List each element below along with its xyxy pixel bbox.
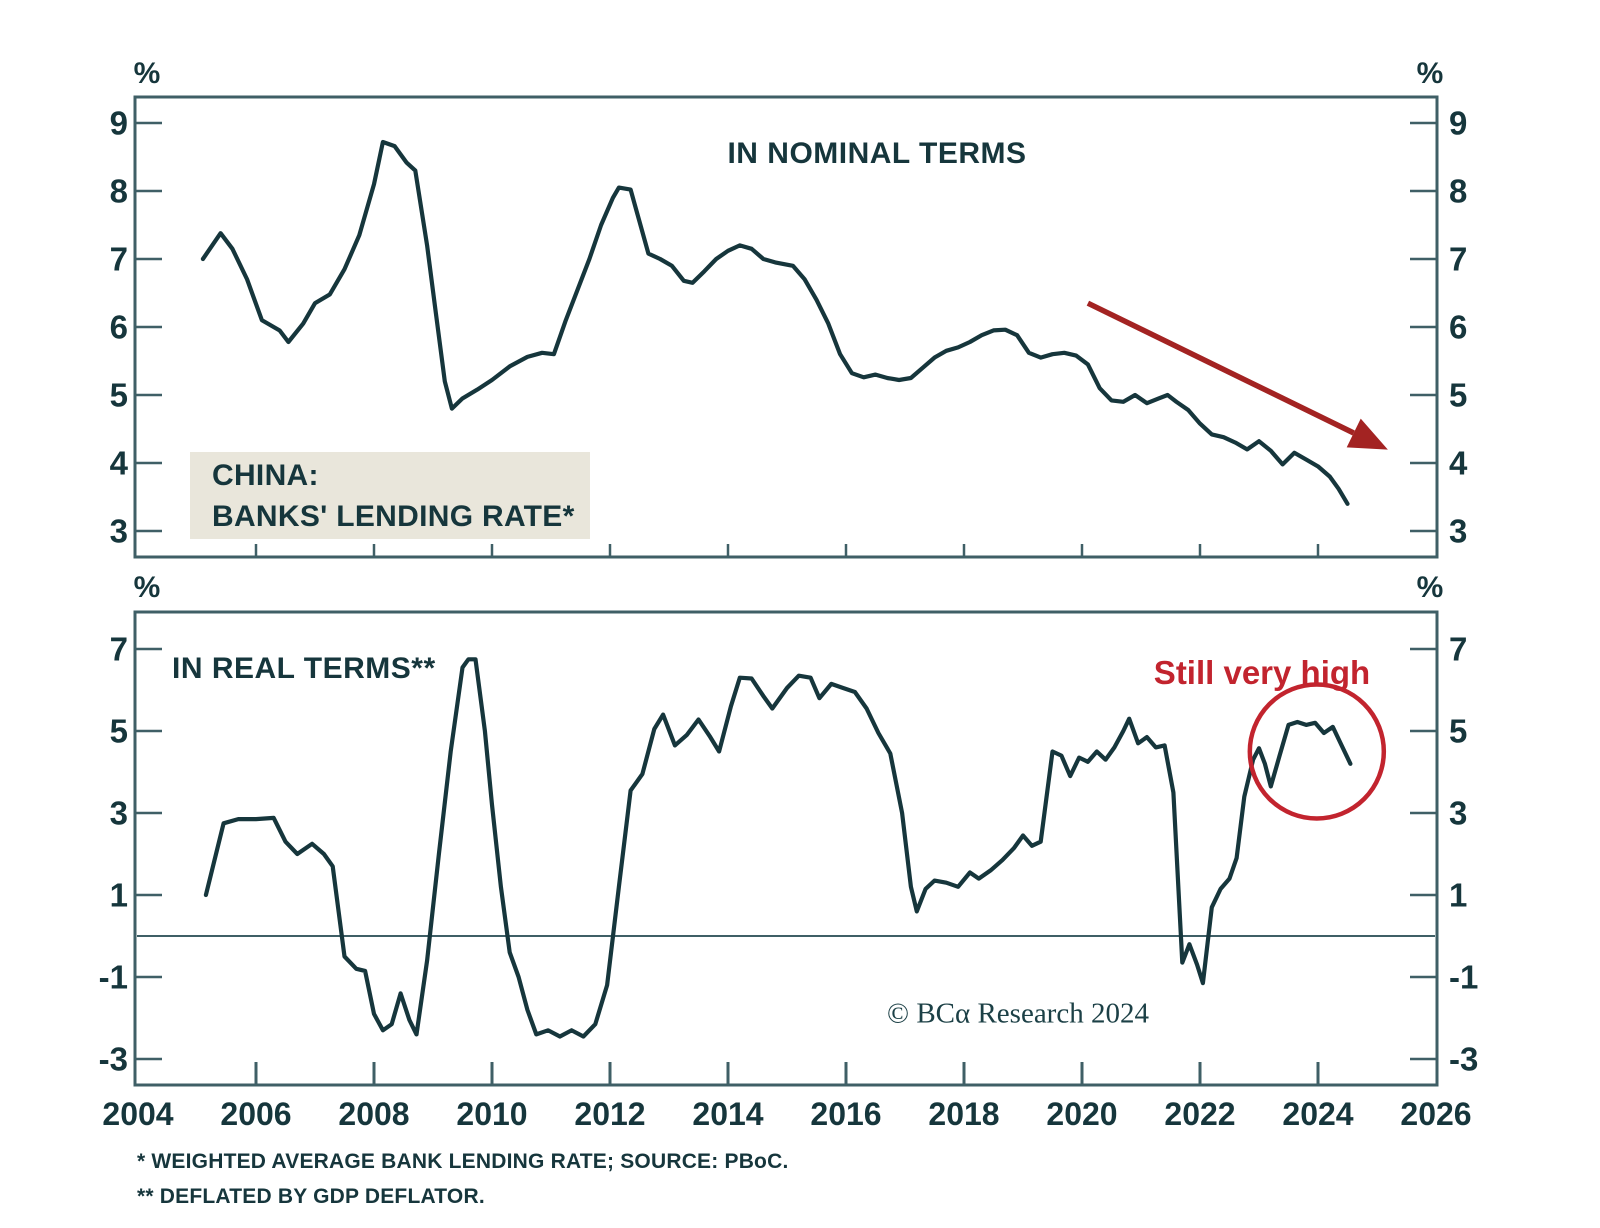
top-y-tick-label-left: 5 — [109, 376, 128, 414]
bottom-y-tick-label-right: 1 — [1449, 876, 1468, 914]
bottom-y-tick-label-left: 5 — [109, 712, 128, 750]
x-axis-year-label: 2026 — [1400, 1096, 1472, 1132]
top-y-tick-label-left: 7 — [109, 240, 128, 278]
top-y-tick-label-left: 9 — [109, 104, 128, 142]
top-y-tick-label-right: 8 — [1449, 172, 1468, 210]
nominal-panel-title: IN NOMINAL TERMS — [727, 137, 1027, 170]
bottom-y-tick-label-left: -1 — [98, 958, 128, 996]
annotation-still-very-high: Still very high — [1153, 654, 1371, 691]
bottom-y-tick-label-left: 7 — [109, 630, 128, 668]
label-box-line2: BANKS' LENDING RATE* — [212, 499, 575, 533]
bottom-y-tick-label-left: -3 — [98, 1040, 128, 1078]
top-y-tick-label-left: 4 — [109, 444, 128, 482]
x-axis-year-label: 2014 — [692, 1096, 764, 1132]
percent-label-top-right: % — [1416, 57, 1444, 90]
footnote-1: * WEIGHTED AVERAGE BANK LENDING RATE; SO… — [137, 1150, 789, 1173]
percent-label-top-left: % — [133, 57, 161, 90]
x-axis-year-label: 2024 — [1282, 1096, 1354, 1132]
top-y-tick-label-right: 3 — [1449, 512, 1468, 550]
footnote-2: ** DEFLATED BY GDP DEFLATOR. — [137, 1185, 485, 1208]
x-axis-year-label: 2006 — [220, 1096, 292, 1132]
top-y-tick-label-right: 5 — [1449, 376, 1468, 414]
bottom-y-tick-label-left: 1 — [109, 876, 128, 914]
top-y-tick-label-left: 3 — [109, 512, 128, 550]
x-axis-year-label: 2020 — [1046, 1096, 1118, 1132]
bottom-y-tick-label-left: 3 — [109, 794, 128, 832]
label-box-line1: CHINA: — [212, 458, 319, 492]
percent-label-bottom-right: % — [1416, 571, 1444, 604]
x-axis-year-label: 2016 — [810, 1096, 882, 1132]
x-axis-year-label: 2010 — [456, 1096, 528, 1132]
x-axis-year-label: 2012 — [574, 1096, 646, 1132]
percent-label-bottom-left: % — [133, 571, 161, 604]
bottom-y-tick-label-right: 5 — [1449, 712, 1468, 750]
top-y-tick-label-right: 4 — [1449, 444, 1468, 482]
x-axis-year-label: 2008 — [338, 1096, 410, 1132]
top-y-tick-label-right: 6 — [1449, 308, 1468, 346]
top-y-tick-label-left: 6 — [109, 308, 128, 346]
copyright-credit: © BCα Research 2024 — [887, 997, 1149, 1030]
bottom-y-tick-label-right: 3 — [1449, 794, 1468, 832]
bottom-y-tick-label-right: -1 — [1449, 958, 1479, 996]
top-y-tick-label-left: 8 — [109, 172, 128, 210]
bottom-y-tick-label-right: 7 — [1449, 630, 1468, 668]
series-label-box: CHINA: BANKS' LENDING RATE* — [190, 452, 590, 539]
top-y-tick-label-right: 9 — [1449, 104, 1468, 142]
x-axis-year-label: 2018 — [928, 1096, 1000, 1132]
x-axis-year-label: 2022 — [1164, 1096, 1236, 1132]
top-y-tick-label-right: 7 — [1449, 240, 1468, 278]
real-panel-title: IN REAL TERMS** — [172, 652, 436, 685]
bottom-y-tick-label-right: -3 — [1449, 1040, 1479, 1078]
x-axis-year-label: 2004 — [102, 1096, 174, 1132]
